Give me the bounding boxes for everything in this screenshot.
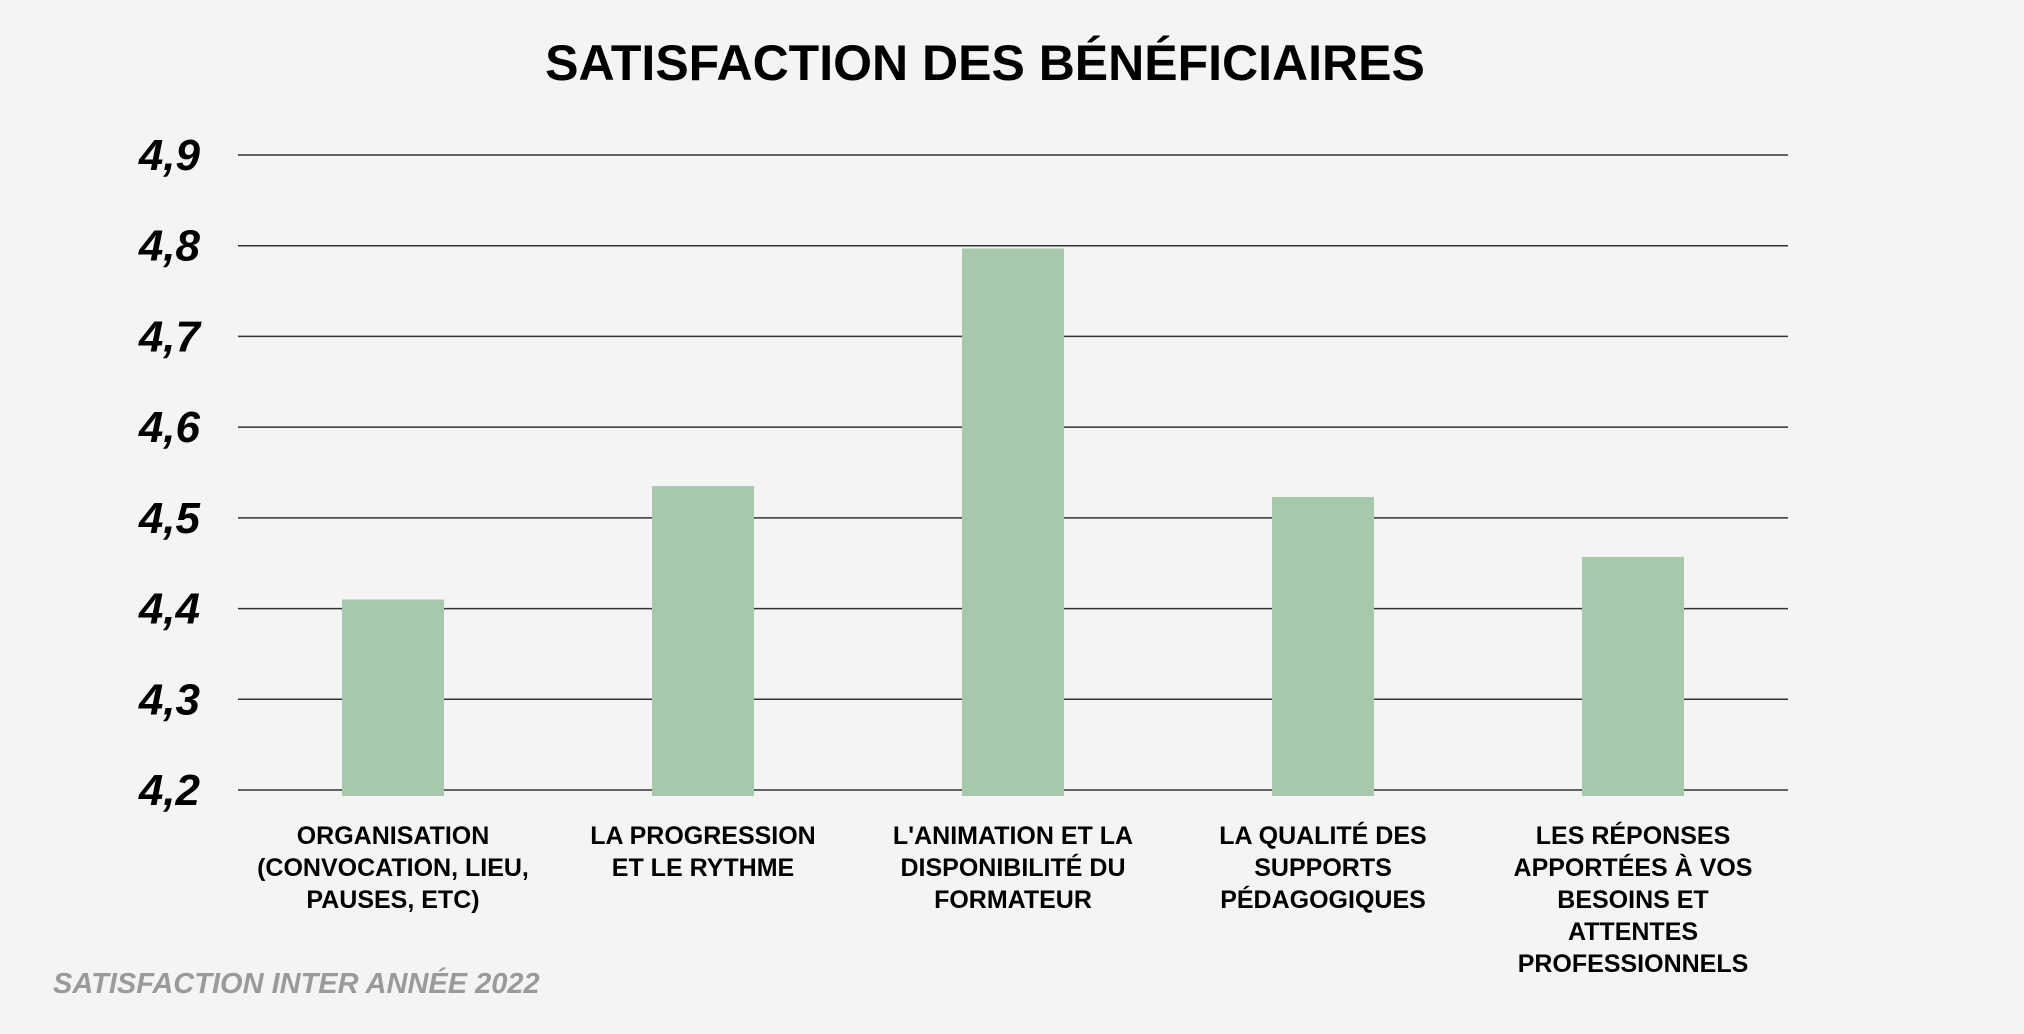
- x-axis-labels: ORGANISATION (CONVOCATION, LIEU, PAUSES, E…: [257, 821, 1752, 978]
- x-tick-label: L'ANIMATION ET LA DISPONIBILITÉ DU FORMATE…: [893, 822, 1133, 914]
- y-tick-label: 4,2: [138, 766, 201, 815]
- y-tick-label: 4,9: [138, 131, 201, 180]
- y-tick-label: 4,3: [138, 675, 200, 724]
- bar: [1272, 496, 1374, 796]
- x-tick-label: ORGANISATION (CONVOCATION, LIEU, PAUSES, E…: [257, 822, 529, 914]
- y-axis-ticks: 4,2 4,3 4,4 4,5 4,6 4,7 4,8 4,9: [138, 131, 203, 815]
- bar: [1582, 556, 1684, 796]
- chart-title: SATISFACTION DES BÉNÉFICIAIRES: [545, 35, 1425, 91]
- bar: [652, 486, 754, 796]
- bar: [342, 599, 444, 796]
- footer-note: SATISFACTION INTER ANNÉE 2022: [53, 967, 540, 1000]
- y-tick-label: 4,5: [138, 494, 201, 543]
- x-tick-label: LES RÉPONSES APPORTÉES À VOS BESOINS ET ATT…: [1514, 821, 1753, 978]
- x-tick-label: LA QUALITÉ DES SUPPORTS PÉDAGOGIQUES: [1219, 821, 1426, 914]
- y-tick-label: 4,6: [138, 403, 201, 452]
- y-tick-label: 4,7: [138, 312, 203, 361]
- bar: [962, 248, 1064, 796]
- y-tick-label: 4,4: [138, 585, 200, 634]
- x-tick-label: LA PROGRESSION ET LE RYTHME: [590, 822, 816, 882]
- y-tick-label: 4,8: [138, 222, 201, 271]
- bars: [342, 248, 1684, 796]
